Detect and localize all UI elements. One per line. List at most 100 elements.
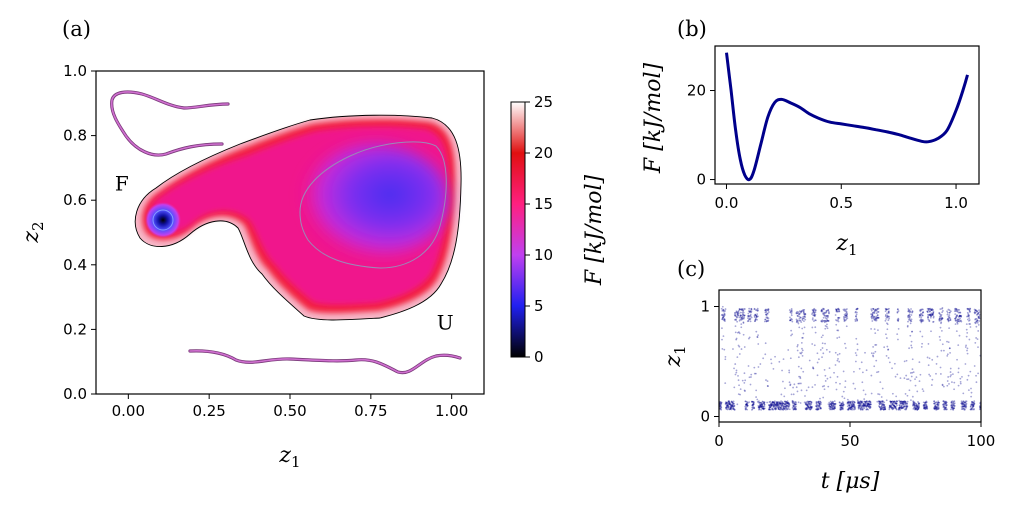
trajectory-point bbox=[739, 314, 742, 317]
trajectory-point bbox=[877, 311, 879, 313]
trajectory-point bbox=[805, 403, 808, 405]
trajectory-point bbox=[898, 407, 900, 410]
trajectory-point bbox=[825, 311, 828, 314]
trajectory-point bbox=[794, 404, 797, 406]
trajectory-point bbox=[862, 406, 865, 408]
free-energy-profile-line bbox=[725, 52, 969, 182]
trajectory-point bbox=[790, 393, 793, 396]
trajectory-point bbox=[743, 314, 746, 317]
trajectory-point bbox=[791, 400, 794, 402]
trajectory-point bbox=[812, 366, 814, 369]
trajectory-point bbox=[849, 406, 852, 409]
trajectory-point bbox=[962, 405, 965, 408]
trajectory-point bbox=[802, 309, 805, 311]
trajectory-point bbox=[937, 400, 940, 403]
trajectory-point bbox=[801, 336, 804, 339]
trajectory-point bbox=[957, 320, 960, 323]
trajectory-point bbox=[897, 328, 900, 330]
trajectory-point bbox=[975, 374, 977, 377]
trajectory-point bbox=[930, 312, 933, 315]
trajectory-point bbox=[888, 408, 891, 411]
trajectory-point bbox=[745, 403, 748, 405]
trajectory-point bbox=[731, 404, 734, 407]
trajectory-point bbox=[724, 356, 727, 358]
trajectory-point bbox=[845, 318, 848, 321]
trajectory-point bbox=[850, 403, 853, 406]
trajectory-point bbox=[869, 403, 872, 406]
trajectory-point bbox=[876, 317, 878, 319]
trajectory-point bbox=[765, 320, 768, 323]
trajectory-point bbox=[886, 314, 889, 317]
trajectory-point bbox=[827, 385, 830, 388]
trajectory-point bbox=[960, 402, 963, 405]
trajectory-point bbox=[815, 402, 818, 405]
trajectory-point bbox=[912, 371, 915, 374]
trajectory-point bbox=[726, 404, 729, 406]
trajectory-point bbox=[786, 404, 789, 407]
trajectory-point bbox=[828, 407, 831, 410]
trajectory-point bbox=[862, 402, 864, 405]
trajectory-point bbox=[736, 320, 739, 323]
trajectory-point bbox=[745, 403, 748, 406]
trajectory-point bbox=[824, 324, 827, 327]
trajectory-point bbox=[798, 310, 801, 313]
trajectory-point bbox=[907, 316, 910, 319]
trajectory-point bbox=[744, 308, 746, 310]
trajectory-point bbox=[728, 408, 731, 411]
trajectory-point bbox=[748, 315, 751, 318]
trajectory-point bbox=[949, 319, 952, 322]
trajectory-point bbox=[945, 408, 948, 411]
trajectory-point bbox=[914, 408, 916, 411]
trajectory-point bbox=[869, 400, 872, 403]
trajectory-point bbox=[727, 400, 730, 403]
trajectory-point bbox=[919, 330, 922, 333]
trajectory-point bbox=[946, 353, 949, 356]
trajectory-point bbox=[784, 403, 787, 406]
trajectory-point bbox=[940, 317, 943, 320]
trajectory-point bbox=[896, 400, 899, 403]
trajectory-point bbox=[824, 380, 827, 382]
trajectory-point bbox=[956, 320, 959, 323]
trajectory-point bbox=[777, 407, 780, 409]
trajectory-point bbox=[884, 314, 887, 316]
trajectory-point bbox=[965, 328, 968, 331]
trajectory-point bbox=[791, 407, 794, 409]
trajectory-point bbox=[857, 407, 860, 410]
trajectory-point bbox=[737, 311, 740, 314]
trajectory-point bbox=[758, 406, 761, 409]
trajectory-point bbox=[745, 403, 747, 406]
trajectory-point bbox=[962, 400, 965, 403]
trajectory-point bbox=[898, 406, 901, 409]
panel-a-xtick-label: 0.25 bbox=[192, 402, 225, 420]
trajectory-point bbox=[880, 408, 883, 411]
trajectory-point bbox=[936, 408, 939, 411]
trajectory-point bbox=[800, 352, 803, 355]
trajectory-point bbox=[840, 406, 843, 409]
trajectory-point bbox=[903, 377, 906, 380]
trajectory-point bbox=[770, 404, 772, 407]
trajectory-point bbox=[749, 310, 751, 312]
trajectory-point bbox=[805, 407, 808, 410]
trajectory-point bbox=[866, 403, 869, 406]
trajectory-point bbox=[762, 407, 765, 410]
trajectory-point bbox=[944, 406, 947, 409]
trajectory-point bbox=[941, 384, 944, 387]
trajectory-point bbox=[780, 404, 783, 407]
trajectory-point bbox=[867, 408, 870, 411]
trajectory-point bbox=[916, 405, 919, 408]
trajectory-point bbox=[919, 310, 922, 313]
trajectory-point bbox=[952, 400, 955, 403]
trajectory-point bbox=[780, 405, 783, 408]
trajectory-point bbox=[892, 402, 895, 404]
trajectory-point bbox=[940, 316, 942, 318]
trajectory-point bbox=[911, 310, 914, 312]
trajectory-point bbox=[844, 316, 846, 319]
trajectory-point bbox=[910, 340, 913, 343]
trajectory-point bbox=[837, 317, 839, 319]
trajectory-point bbox=[928, 310, 931, 313]
trajectory-point bbox=[949, 317, 952, 320]
trajectory-point bbox=[721, 338, 723, 341]
trajectory-point bbox=[833, 403, 836, 406]
trajectory-point bbox=[791, 333, 794, 336]
trajectory-point bbox=[928, 373, 931, 376]
